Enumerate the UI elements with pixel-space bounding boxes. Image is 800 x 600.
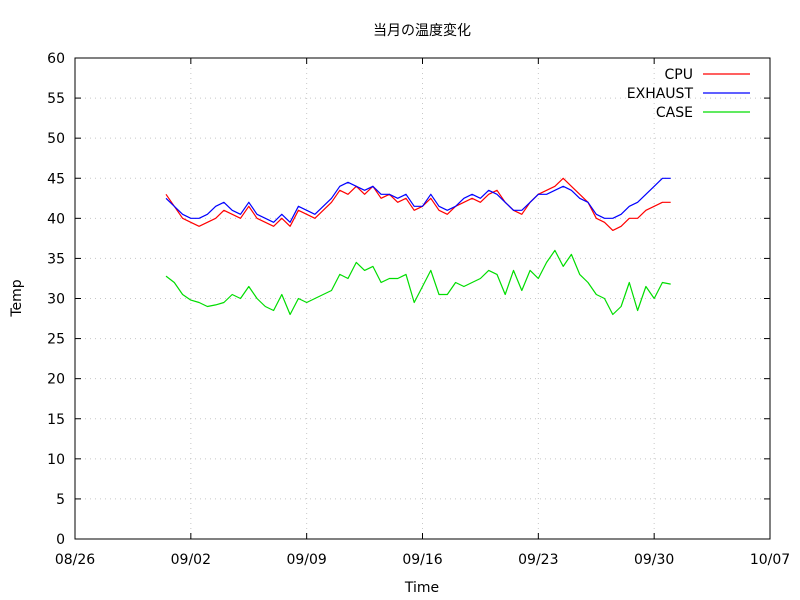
x-tick-label: 08/26 (55, 552, 95, 568)
legend: CPU EXHAUST CASE (627, 67, 750, 121)
cpu-series-line (165, 177, 671, 231)
legend-label: CPU (665, 67, 693, 83)
y-tick-label: 20 (47, 372, 65, 388)
y-tick-label: 15 (47, 412, 65, 428)
x-tick-label: 09/16 (402, 552, 442, 568)
legend-label: EXHAUST (627, 86, 694, 102)
y-tick-label: 0 (56, 532, 65, 548)
y-tick-label: 55 (47, 91, 65, 107)
y-tick-label: 5 (56, 492, 65, 508)
y-tick-label: 50 (47, 131, 65, 147)
case-series-line (165, 249, 671, 316)
x-tick-label: 09/09 (286, 552, 326, 568)
legend-label: CASE (656, 105, 693, 121)
y-axis-title: Temp (9, 279, 25, 317)
y-tick-label: 10 (47, 452, 65, 468)
exhaust-series-line (165, 177, 671, 223)
axis-ticks: 0 5 10 15 20 25 30 35 40 45 50 55 60 08/26 09/02 09/09 0… (47, 51, 790, 568)
y-tick-label: 60 (47, 51, 65, 67)
x-axis-title: Time (404, 580, 439, 596)
y-tick-label: 30 (47, 292, 65, 308)
y-tick-label: 40 (47, 211, 65, 227)
x-tick-label: 10/07 (750, 552, 790, 568)
y-tick-label: 45 (47, 171, 65, 187)
x-tick-label: 09/30 (634, 552, 674, 568)
x-tick-label: 09/23 (518, 552, 558, 568)
y-tick-label: 35 (47, 251, 65, 267)
y-tick-label: 25 (47, 332, 65, 348)
x-tick-label: 09/02 (171, 552, 211, 568)
chart-title: 当月の温度変化 (373, 22, 471, 39)
series-lines (165, 177, 671, 316)
